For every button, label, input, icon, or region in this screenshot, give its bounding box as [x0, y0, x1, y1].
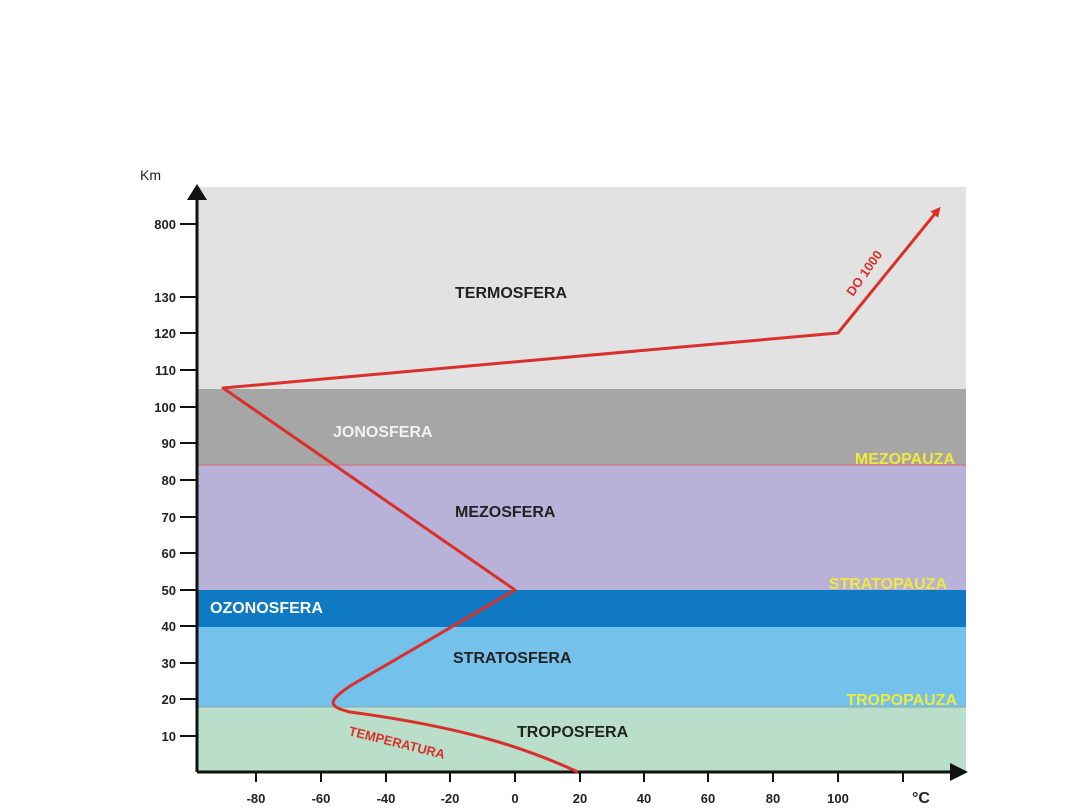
y-tick-label: 90: [162, 436, 176, 451]
temperature-curve: [221, 206, 941, 774]
termosfera-label: TERMOSFERA: [455, 285, 567, 302]
x-tick-label: 60: [701, 791, 715, 806]
x-tick-label: 20: [573, 791, 587, 806]
troposfera-label: TROPOSFERA: [517, 724, 629, 741]
x-tick-labels: -80 -60 -40 -20 0 20 40 60 80 100: [247, 791, 849, 806]
y-tick-label: 100: [154, 400, 176, 415]
x-tick-label: 80: [766, 791, 780, 806]
y-axis-arrow: [187, 184, 207, 200]
x-unit-label: °C: [912, 790, 930, 807]
x-tick-label: 100: [827, 791, 849, 806]
y-unit-label: Km: [140, 167, 161, 183]
mezosfera-band: [197, 465, 966, 590]
x-tick-label: -80: [247, 791, 266, 806]
x-ticks: [255, 772, 904, 782]
x-tick-label: -60: [312, 791, 331, 806]
y-tick-label: 40: [162, 619, 176, 634]
stratosfera-band: [197, 627, 966, 707]
y-tick-label: 60: [162, 546, 176, 561]
x-tick-label: 40: [637, 791, 651, 806]
mezosfera-label: MEZOSFERA: [455, 504, 556, 521]
y-tick-label: 120: [154, 326, 176, 341]
y-tick-label: 10: [162, 729, 176, 744]
ozonosfera-label: OZONOSFERA: [210, 600, 323, 617]
y-tick-label: 800: [154, 217, 176, 232]
y-tick-label: 130: [154, 290, 176, 305]
y-tick-label: 50: [162, 583, 176, 598]
x-axis-arrow: [950, 763, 968, 781]
stratosfera-label: STRATOSFERA: [453, 650, 572, 667]
mezopauza-label: MEZOPAUZA: [855, 451, 956, 468]
y-tick-label: 20: [162, 692, 176, 707]
y-tick-label: 30: [162, 656, 176, 671]
x-tick-label: -20: [441, 791, 460, 806]
tropopauza-label: TROPOPAUZA: [846, 692, 957, 709]
x-tick-label: -40: [377, 791, 396, 806]
y-ticks: [180, 223, 197, 737]
y-tick-label: 110: [155, 363, 176, 378]
jonosfera-band: [197, 389, 966, 465]
stratopauza-label: STRATOPAUZA: [829, 576, 948, 593]
y-tick-labels: 800 130 120 110 100 90 80 70 60 50 40 30…: [154, 217, 176, 744]
ozonosfera-band: [197, 590, 966, 627]
y-tick-label: 70: [162, 510, 176, 525]
y-tick-label: 80: [162, 473, 176, 488]
x-tick-label: 0: [511, 791, 518, 806]
jonosfera-label: JONOSFERA: [333, 424, 433, 441]
troposfera-band: [197, 707, 966, 772]
